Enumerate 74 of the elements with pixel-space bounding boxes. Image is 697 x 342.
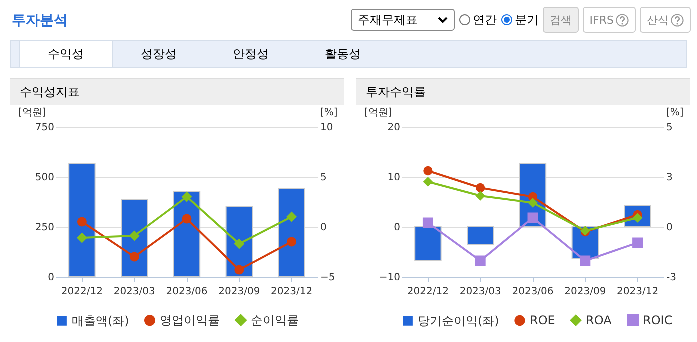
text: 활동성 — [324, 46, 362, 63]
x-tick-label: 2022/12 — [407, 286, 449, 298]
legend-label: ROA — [586, 314, 613, 328]
point — [182, 192, 192, 202]
x-tick-label: 2023/03 — [114, 286, 156, 298]
y-tick-label: 10 — [388, 172, 400, 184]
bar — [278, 188, 306, 278]
legend-label: ROIC — [643, 313, 673, 328]
point — [234, 265, 244, 275]
y-tick-label: −10 — [379, 272, 400, 284]
legend-label: ROE — [530, 314, 556, 328]
point — [632, 238, 644, 248]
x-tick-label: 2023/06 — [166, 286, 208, 298]
x-tick-label: 2023/12 — [271, 286, 313, 298]
text: 주재무제표 — [358, 12, 418, 28]
y-tick-label: 20 — [388, 122, 400, 134]
legend-label: 순이익률 — [251, 313, 299, 328]
bar — [68, 163, 96, 278]
chart-title: 수익성지표 — [10, 78, 344, 105]
text: 연간 — [472, 12, 497, 28]
point — [423, 177, 434, 187]
point — [422, 218, 434, 228]
legend-label: 매출액(좌) — [72, 314, 130, 328]
text: 검색 — [542, 7, 579, 33]
y-tick-label: 500 — [35, 172, 54, 184]
text: 안정성 — [232, 46, 270, 63]
point — [424, 166, 433, 176]
x-tick-label: 2023/12 — [617, 286, 659, 298]
text: 수익성 — [19, 41, 113, 67]
y-axis-title: [억원] — [18, 108, 46, 118]
bar — [414, 226, 442, 262]
point — [528, 212, 538, 224]
point — [130, 252, 140, 262]
text: 산식 — [640, 7, 691, 33]
y2-tick-label: 5 — [320, 172, 327, 184]
y2-tick-label: 0 — [320, 222, 327, 234]
text: 성장성 — [140, 46, 178, 63]
x-tick-label: 2023/09 — [218, 286, 260, 298]
y-tick-label: 0 — [48, 272, 54, 284]
legend-label: 영업이익률 — [160, 314, 220, 328]
point — [182, 214, 192, 224]
text: IFRS — [582, 7, 636, 33]
point — [476, 191, 486, 201]
point — [287, 237, 297, 247]
y-tick-label: 0 — [394, 222, 400, 234]
legend-label: 당기순이익(좌) — [418, 314, 500, 328]
y-tick-label: 750 — [35, 122, 54, 134]
y2-tick-label: 0 — [666, 222, 673, 234]
y2-tick-label: −5 — [320, 272, 336, 284]
point — [234, 238, 245, 250]
y2-tick-label: -3 — [666, 272, 676, 284]
text: 투자분석 — [12, 12, 68, 30]
y-axis-title: [억원] — [364, 108, 392, 118]
text: 분기 — [514, 12, 539, 28]
y2-tick-label: 5 — [666, 122, 673, 134]
point — [475, 256, 486, 266]
chart-title: 투자수익률 — [356, 78, 690, 105]
point — [129, 230, 140, 242]
y-tick-label: 250 — [35, 222, 54, 234]
x-tick-label: 2023/03 — [460, 286, 502, 298]
point — [76, 232, 88, 244]
y2-axis-title: [%] — [320, 108, 338, 118]
x-tick-label: 2022/12 — [61, 286, 103, 298]
y2-tick-label: 3 — [666, 172, 673, 184]
point — [77, 217, 87, 227]
x-tick-label: 2023/06 — [512, 286, 554, 298]
point — [476, 183, 486, 193]
bar — [467, 226, 494, 246]
point — [580, 256, 591, 266]
point — [528, 198, 538, 208]
x-tick-label: 2023/09 — [564, 286, 606, 298]
y2-axis-title: [%] — [666, 108, 684, 118]
y2-tick-label: 10 — [320, 122, 334, 134]
point — [286, 212, 298, 222]
